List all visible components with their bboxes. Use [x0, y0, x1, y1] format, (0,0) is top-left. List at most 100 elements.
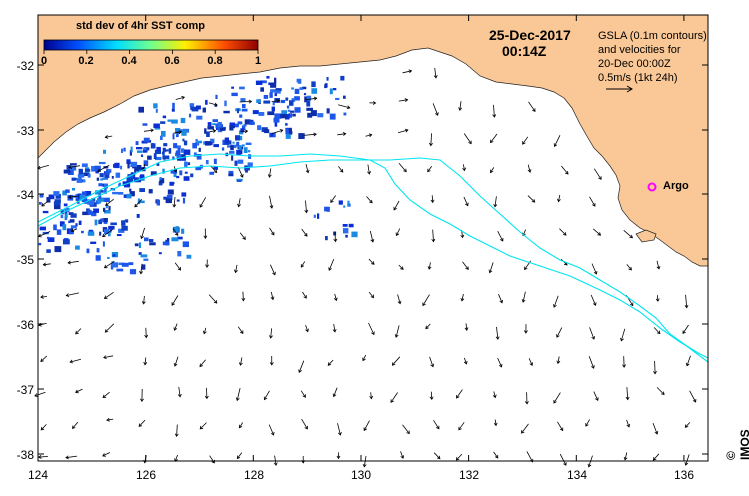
sst-patch — [138, 242, 142, 248]
velocity-arrow — [334, 231, 336, 242]
velocity-arrow — [134, 199, 143, 208]
sst-patch — [306, 100, 311, 107]
velocity-arrowhead — [524, 266, 528, 271]
velocity-arrow — [271, 100, 280, 102]
sst-patch — [299, 87, 304, 90]
velocity-arrowhead — [305, 169, 310, 174]
velocity-arrow — [369, 230, 374, 242]
sst-patch — [156, 146, 161, 152]
sst-patch — [273, 117, 280, 123]
sst-patch — [39, 226, 46, 231]
sst-patch — [143, 160, 149, 167]
velocity-arrowhead — [177, 393, 182, 398]
velocity-arrow — [588, 356, 595, 369]
velocity-arrow — [430, 133, 432, 146]
velocity-arrowhead — [592, 302, 597, 306]
sst-patch — [224, 137, 229, 143]
velocity-arrow — [497, 231, 504, 242]
velocity-arrow — [274, 455, 277, 466]
velocity-arrow — [395, 325, 400, 338]
sst-patch — [250, 121, 255, 125]
velocity-arrowhead — [140, 398, 144, 403]
sst-patch — [228, 173, 234, 176]
velocity-arrowhead — [391, 362, 396, 366]
sst-patch — [181, 130, 187, 136]
sst-patch — [118, 182, 121, 186]
sst-patch — [205, 160, 209, 165]
sst-patch — [127, 162, 130, 169]
sst-patch — [206, 131, 210, 137]
sst-patch — [221, 147, 225, 151]
sst-patch — [124, 219, 129, 222]
sst-patch — [235, 135, 240, 141]
velocity-arrow — [235, 264, 238, 273]
velocity-arrowhead — [692, 398, 697, 403]
sst-patch — [171, 108, 175, 112]
sst-patch — [182, 138, 185, 142]
sst-patch — [46, 197, 51, 203]
velocity-arrowhead — [500, 237, 504, 242]
sst-patch — [177, 236, 183, 240]
velocity-arrow — [175, 96, 185, 100]
velocity-arrow — [40, 424, 47, 431]
sst-patch — [39, 193, 44, 198]
velocity-arrow — [553, 295, 559, 308]
sst-patch — [78, 176, 82, 180]
sst-patch — [138, 252, 142, 255]
velocity-arrowhead — [102, 453, 106, 457]
velocity-arrow — [490, 167, 495, 173]
velocity-arrow — [270, 264, 276, 275]
sst-patch — [176, 155, 181, 159]
sst-patch — [243, 147, 248, 153]
gsla-contours — [37, 153, 709, 363]
sst-patch — [269, 92, 273, 98]
lon-tick-label: 132 — [458, 468, 480, 482]
sst-patch — [71, 177, 76, 181]
velocity-arrowhead — [436, 455, 441, 460]
sst-patch — [104, 183, 108, 189]
velocity-arrow — [490, 133, 498, 143]
velocity-arrow — [527, 164, 531, 173]
sst-patch — [39, 202, 42, 205]
sst-patch — [82, 211, 89, 216]
velocity-arrow — [686, 355, 691, 366]
velocity-arrowhead — [403, 168, 407, 173]
velocity-arrowhead — [213, 169, 218, 174]
velocity-arrowhead — [104, 135, 109, 139]
sst-patch — [140, 254, 148, 258]
velocity-arrowhead — [333, 238, 338, 243]
sst-patch — [234, 160, 238, 166]
sst-patch — [98, 197, 105, 202]
velocity-arrowhead — [248, 99, 253, 104]
velocity-arrowhead — [204, 395, 209, 400]
sst-patch — [231, 86, 234, 89]
velocity-arrowhead — [464, 327, 469, 331]
sst-patch — [121, 148, 123, 153]
velocity-arrowhead — [620, 337, 624, 342]
sst-patch — [149, 239, 154, 243]
sst-patch — [240, 149, 243, 155]
sst-patch — [237, 121, 243, 125]
sst-patch — [294, 107, 301, 113]
velocity-arrowhead — [653, 371, 657, 375]
velocity-arrow — [527, 195, 535, 203]
velocity-arrow — [398, 162, 407, 172]
velocity-arrow — [270, 291, 274, 300]
velocity-arrow — [174, 454, 178, 462]
velocity-arrowhead — [553, 400, 557, 404]
velocity-arrow — [269, 195, 273, 209]
sst-patch — [306, 95, 312, 101]
sst-patch — [167, 189, 174, 195]
sst-patch — [287, 109, 291, 112]
sst-patch — [306, 107, 313, 111]
argo-marker[interactable] — [647, 182, 657, 192]
sst-patch — [311, 88, 318, 94]
sst-patch — [150, 171, 157, 176]
sst-patch — [107, 256, 110, 259]
sst-patch — [242, 104, 246, 108]
sst-patch — [103, 149, 106, 154]
velocity-arrow — [489, 262, 494, 273]
velocity-arrowhead — [456, 394, 460, 399]
sst-patch — [143, 258, 149, 261]
lon-tick-label: 128 — [243, 468, 265, 482]
